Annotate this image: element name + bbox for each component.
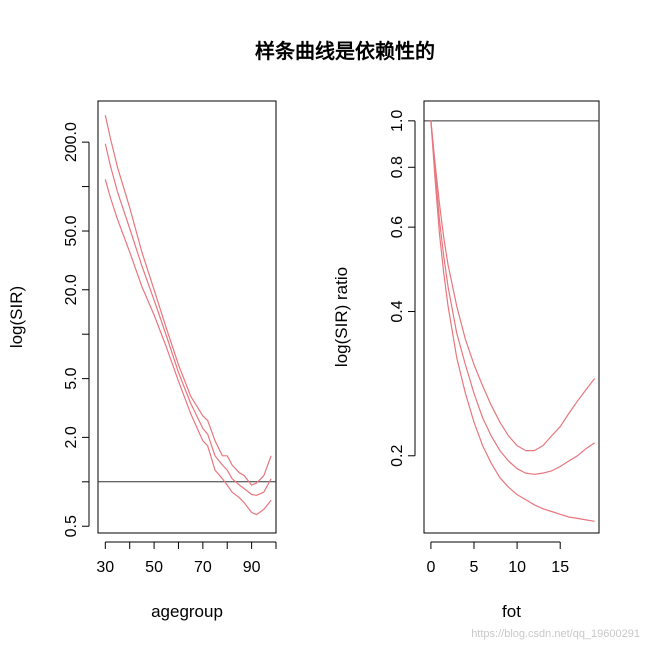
x-tick-label: 0 (426, 559, 435, 576)
y-tick-label: 1.0 (389, 110, 406, 132)
y-tick-label: 50.0 (63, 215, 80, 246)
series-line-1 (104, 114, 272, 486)
plot-frame (423, 100, 600, 534)
x-tick-label: 15 (551, 559, 569, 576)
x-tick-label: 90 (243, 559, 261, 576)
x-tick-label: 50 (145, 559, 163, 576)
figure-title: 样条曲线是依赖性的 (255, 39, 435, 63)
series-line-2 (104, 143, 272, 496)
y-tick-label: 2.0 (63, 426, 80, 448)
plot-frame (97, 100, 277, 534)
y-tick-label: 5.0 (63, 367, 80, 389)
panel-right-fot: 0 5 10 15 0.2 0.4 0.6 0.8 1.0 fot log(SIR) ratio (332, 100, 600, 621)
y-tick-label: 0.4 (389, 300, 406, 322)
y-axis-label: log(SIR) (7, 286, 26, 348)
series-line-1 (430, 120, 596, 452)
x-tick-label: 10 (508, 559, 526, 576)
y-tick-label: 0.6 (389, 216, 406, 238)
y-tick-label: 200.0 (63, 122, 80, 162)
series-line-3 (430, 120, 595, 522)
watermark: https://blog.csdn.net/qq_19600291 (471, 628, 640, 640)
x-tick-label: 5 (470, 559, 479, 576)
y-tick-label: 0.8 (389, 156, 406, 178)
x-axis-label: agegroup (151, 602, 223, 621)
y-tick-label: 20.0 (63, 274, 80, 305)
panel-left-agegroup: 30 50 70 90 0.5 2.0 5.0 20.0 50.0 200.0 agegroup lo… (7, 100, 277, 621)
series-line-3 (104, 179, 272, 516)
y-tick-label: 0.5 (63, 515, 80, 537)
y-tick-label: 0.2 (389, 445, 406, 467)
series-line-2 (430, 120, 596, 475)
x-axis-label: fot (502, 602, 521, 621)
x-tick-label: 30 (96, 559, 114, 576)
y-axis-label: log(SIR) ratio (332, 267, 351, 367)
x-tick-label: 70 (194, 559, 212, 576)
